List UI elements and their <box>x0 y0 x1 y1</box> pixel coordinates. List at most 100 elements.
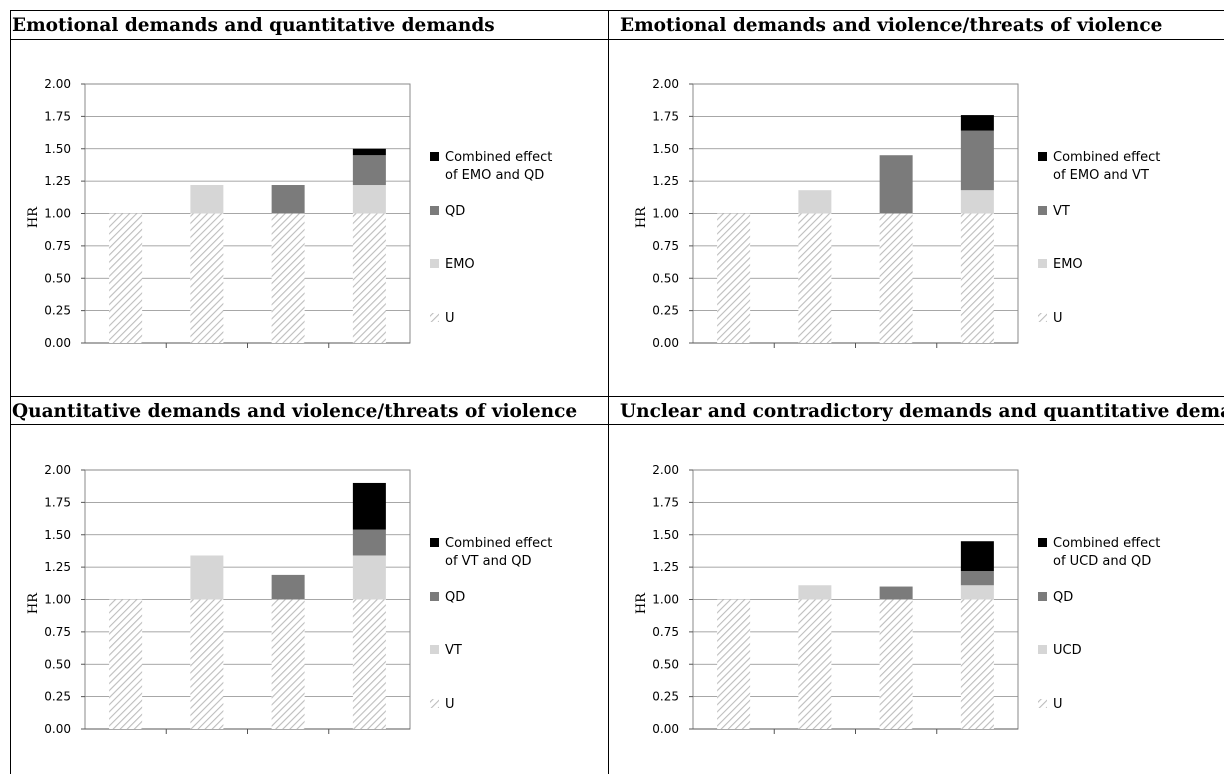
y-tick-label: 0.50 <box>652 657 679 671</box>
bar-segment <box>352 599 386 729</box>
legend-label: U <box>1053 311 1063 326</box>
legend-swatch <box>1038 645 1047 654</box>
bar-segment <box>352 155 386 186</box>
legend-label: Combined effect <box>1053 150 1160 165</box>
legend-swatch <box>430 699 439 708</box>
y-tick-label: 1.25 <box>44 560 71 574</box>
y-tick-label: 1.00 <box>44 207 71 221</box>
panel-qd-vt: Quantitative demands and violence/threat… <box>0 396 608 780</box>
y-tick-label: 0.25 <box>652 304 679 318</box>
bar-segment <box>190 555 224 600</box>
bar-segment <box>717 213 751 343</box>
y-tick-label: 1.75 <box>44 109 71 123</box>
bar-segment <box>960 599 994 729</box>
y-tick-label: 1.50 <box>652 142 679 156</box>
legend-swatch <box>1038 313 1047 322</box>
legend-label: of UCD and QD <box>1053 554 1151 569</box>
legend-label: EMO <box>445 257 475 272</box>
y-tick-label: 1.00 <box>652 207 679 221</box>
bar-segment <box>352 529 386 556</box>
y-tick-label: 2.00 <box>44 77 71 91</box>
panel-emo-qd: Emotional demands and quantitative deman… <box>0 10 608 394</box>
legend-label: UCD <box>1053 643 1082 658</box>
bar-segment <box>271 599 305 729</box>
panel-emo-vt: Emotional demands and violence/threats o… <box>608 10 1216 394</box>
bar-segment <box>352 213 386 343</box>
y-tick-label: 1.50 <box>652 528 679 542</box>
y-tick-label: 1.25 <box>44 174 71 188</box>
legend-label: Combined effect <box>1053 536 1160 551</box>
grid-line-vertical <box>608 10 609 774</box>
panel-title: Unclear and contradictory demands and qu… <box>620 401 1224 422</box>
legend-swatch <box>1038 699 1047 708</box>
bar-segment <box>960 213 994 343</box>
legend-swatch <box>430 206 439 215</box>
y-tick-label: 0.75 <box>652 239 679 253</box>
bar-segment <box>352 185 386 214</box>
y-tick-label: 0.50 <box>44 271 71 285</box>
bar-segment <box>352 555 386 600</box>
bar-segment <box>190 599 224 729</box>
legend-label: VT <box>1053 204 1070 219</box>
chart-emo-vt: 0.00 0.25 0.50 0.75 1.00 1.25 1.50 1.75 2.00 HR Co… <box>634 77 1160 350</box>
chart-qd-vt: 0.00 0.25 0.50 0.75 1.00 1.25 1.50 1.75 2.00 HR Co… <box>26 463 552 736</box>
grid-line-header-left <box>10 39 608 40</box>
y-tick-label: 0.25 <box>44 304 71 318</box>
y-tick-label: 0.25 <box>44 690 71 704</box>
y-axis-label: HR <box>26 206 41 228</box>
bar-segment <box>879 599 913 729</box>
y-tick-label: 1.75 <box>44 495 71 509</box>
panel-title: Quantitative demands and violence/threat… <box>12 401 578 422</box>
legend-swatch <box>430 645 439 654</box>
legend-label: U <box>445 311 455 326</box>
bar-segment <box>798 585 832 600</box>
legend-label: Combined effect <box>445 536 552 551</box>
bar-segment <box>109 213 143 343</box>
legend-label: VT <box>445 643 462 658</box>
y-tick-label: 0.00 <box>44 336 71 350</box>
grid-line-middle <box>10 396 1224 397</box>
y-tick-label: 2.00 <box>44 463 71 477</box>
y-tick-label: 1.75 <box>652 109 679 123</box>
y-axis-label: HR <box>634 592 649 614</box>
panel-title: Emotional demands and violence/threats o… <box>620 15 1163 36</box>
legend-label: U <box>1053 697 1063 712</box>
legend-swatch <box>430 313 439 322</box>
bar-segment <box>960 541 994 572</box>
grid-line-left <box>10 10 11 774</box>
legend-label: of VT and QD <box>445 554 531 569</box>
legend-label: U <box>445 697 455 712</box>
legend-label: Combined effect <box>445 150 552 165</box>
y-tick-label: 0.50 <box>652 271 679 285</box>
bar-segment <box>190 213 224 343</box>
bar-segment <box>352 148 386 156</box>
legend-label: QD <box>445 590 465 605</box>
legend-swatch <box>1038 592 1047 601</box>
panel-title: Emotional demands and quantitative deman… <box>12 15 495 36</box>
y-tick-label: 0.00 <box>652 336 679 350</box>
legend-swatch <box>430 592 439 601</box>
y-tick-label: 0.50 <box>44 657 71 671</box>
legend-swatch <box>430 259 439 268</box>
y-tick-label: 1.25 <box>652 560 679 574</box>
bar-segment <box>717 599 751 729</box>
y-tick-label: 1.00 <box>652 593 679 607</box>
bar-segment <box>109 599 143 729</box>
chart-emo-qd: 0.00 0.25 0.50 0.75 1.00 1.25 1.50 1.75 2.00 HR Co… <box>26 77 552 350</box>
legend-label: QD <box>445 204 465 219</box>
bar-segment <box>960 130 994 191</box>
bar-segment <box>352 482 386 530</box>
chart-ucd-qd: 0.00 0.25 0.50 0.75 1.00 1.25 1.50 1.75 2.00 HR Co… <box>634 463 1160 736</box>
bar-segment <box>879 213 913 343</box>
legend-swatch <box>1038 259 1047 268</box>
legend-swatch <box>430 538 439 547</box>
grid-line-header2 <box>10 424 1224 425</box>
y-tick-label: 1.00 <box>44 593 71 607</box>
legend-label: of EMO and VT <box>1053 168 1149 183</box>
y-axis-label: HR <box>634 206 649 228</box>
legend-label: QD <box>1053 590 1073 605</box>
y-axis-label: HR <box>26 592 41 614</box>
y-tick-label: 0.75 <box>44 239 71 253</box>
bar-segment <box>879 586 913 600</box>
y-tick-label: 1.75 <box>652 495 679 509</box>
